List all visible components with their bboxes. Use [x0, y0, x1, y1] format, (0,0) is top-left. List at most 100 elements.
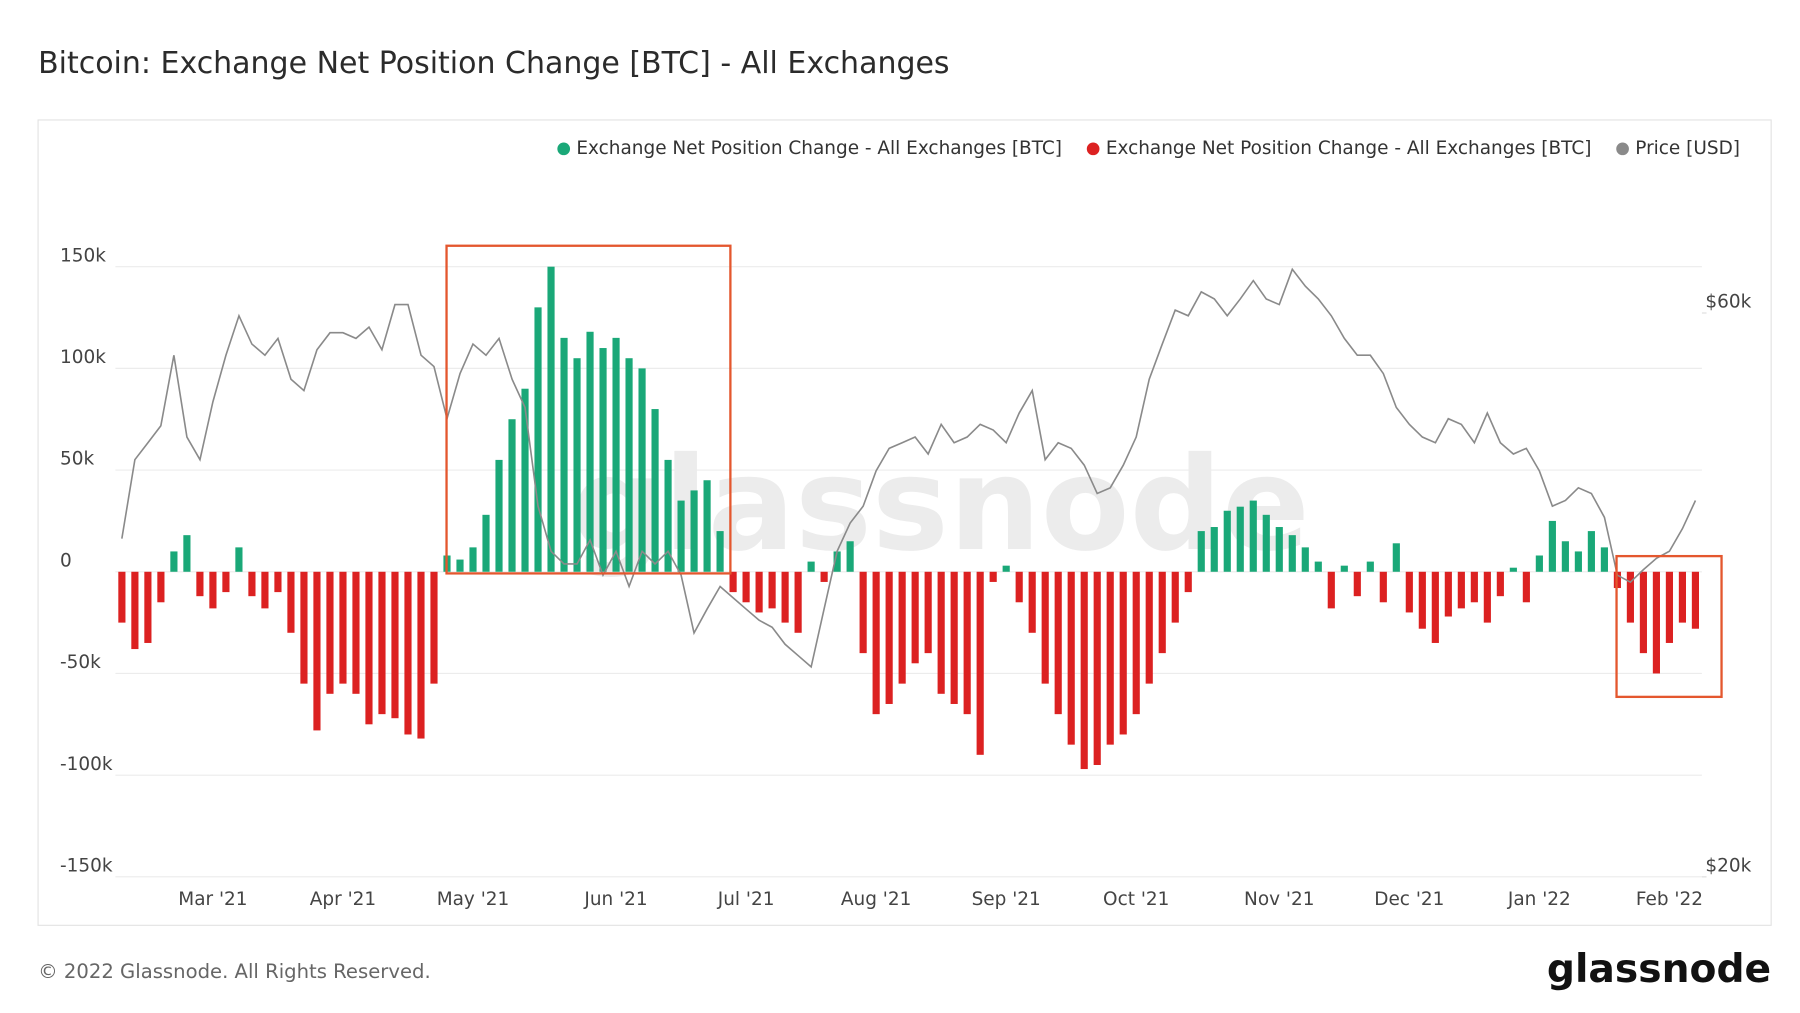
- bar: [1431, 571, 1439, 643]
- bar: [521, 388, 529, 572]
- legend: Price [USD] Exchange Net Position Change …: [557, 138, 1740, 159]
- bar: [1392, 543, 1400, 572]
- bar: [131, 571, 139, 650]
- bar: [1262, 514, 1270, 572]
- bar: [1444, 571, 1452, 617]
- bar: [950, 571, 958, 704]
- bar: [1223, 510, 1231, 572]
- bar: [274, 571, 282, 593]
- legend-label: Price [USD]: [1635, 138, 1740, 159]
- bar: [1496, 571, 1504, 597]
- bar: [1054, 571, 1062, 715]
- bar: [1457, 571, 1465, 609]
- bar: [1379, 571, 1387, 603]
- bar: [742, 571, 750, 603]
- bar: [1353, 571, 1361, 597]
- bar: [1015, 571, 1023, 603]
- bar: [1535, 555, 1543, 572]
- marks: [118, 266, 1699, 770]
- bar: [1366, 561, 1374, 572]
- x-tick-label: Aug '21: [841, 889, 911, 910]
- bar: [911, 571, 919, 664]
- bar: [118, 571, 126, 623]
- x-tick-label: Apr '21: [310, 889, 376, 910]
- bar: [547, 266, 555, 572]
- bar: [352, 571, 360, 694]
- x-tick-label: Sep '21: [972, 889, 1041, 910]
- bar: [261, 571, 269, 609]
- bar: [755, 571, 763, 613]
- bar: [1405, 571, 1413, 613]
- bar: [703, 480, 711, 572]
- footer: © 2022 Glassnode. All Rights Reserved.: [38, 960, 431, 983]
- bar: [1288, 535, 1296, 572]
- x-tick-label: May '21: [437, 889, 510, 910]
- bar: [859, 571, 867, 654]
- bar: [1197, 531, 1205, 572]
- x-tick-label: Nov '21: [1244, 889, 1314, 910]
- bar: [599, 348, 607, 572]
- bar: [326, 571, 334, 694]
- bar: [1002, 565, 1010, 572]
- bar: [1561, 541, 1569, 572]
- x-tick-label: Dec '21: [1374, 889, 1444, 910]
- legend-label: Exchange Net Position Change - All Excha…: [1106, 138, 1592, 159]
- bar: [1483, 571, 1491, 623]
- bar: [1184, 571, 1192, 593]
- legend-swatch: [557, 142, 571, 156]
- bar: [885, 571, 893, 704]
- bar: [222, 571, 230, 593]
- y-tick-label: -150k: [60, 855, 113, 876]
- bar: [976, 571, 984, 755]
- bar: [1522, 571, 1530, 603]
- bar: [1028, 571, 1036, 633]
- x-tick-label: Jul '21: [717, 889, 775, 910]
- bar: [144, 571, 152, 643]
- bar: [404, 571, 412, 735]
- bar: [1171, 571, 1179, 623]
- x-tick-label: Mar '21: [178, 889, 247, 910]
- y-tick-label: -100k: [60, 754, 113, 775]
- highlight-box: [1615, 554, 1723, 699]
- bar: [209, 571, 217, 609]
- bar: [1145, 571, 1153, 684]
- bar: [937, 571, 945, 694]
- y-tick-label: 50k: [60, 449, 94, 470]
- bar: [1418, 571, 1426, 629]
- bar: [924, 571, 932, 654]
- bar: [339, 571, 347, 684]
- bar: [482, 514, 490, 572]
- bar: [586, 331, 594, 572]
- bar: [378, 571, 386, 715]
- bar: [417, 571, 425, 739]
- bar: [508, 419, 516, 572]
- x-tick-label: Feb '22: [1636, 889, 1703, 910]
- bar: [1626, 571, 1634, 623]
- bar: [573, 358, 581, 572]
- bar: [820, 571, 828, 582]
- bar: [560, 337, 568, 572]
- bar: [1080, 571, 1088, 770]
- chart-frame: [37, 119, 1772, 926]
- bar: [625, 358, 633, 572]
- price-line: [121, 267, 1697, 669]
- bar: [846, 541, 854, 572]
- y-tick-label: 100k: [60, 347, 106, 368]
- bar: [430, 571, 438, 684]
- bar: [690, 490, 698, 572]
- bar: [1574, 551, 1582, 572]
- bar: [729, 571, 737, 593]
- bar: [1106, 571, 1114, 745]
- bar: [1600, 547, 1608, 572]
- bar: [872, 571, 880, 715]
- bar: [170, 551, 178, 572]
- bar: [1327, 571, 1335, 609]
- bar: [495, 459, 503, 572]
- bar: [963, 571, 971, 715]
- bar: [833, 551, 841, 572]
- legend-swatch: [1086, 142, 1100, 156]
- bar: [248, 571, 256, 597]
- bar: [365, 571, 373, 725]
- bar: [1236, 506, 1244, 572]
